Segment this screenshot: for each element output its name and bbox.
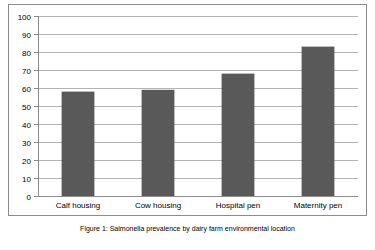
tick-mark xyxy=(34,142,38,143)
tick-mark xyxy=(34,106,38,107)
bar xyxy=(62,92,95,196)
bar xyxy=(142,90,175,196)
chart-svg: 0 10 20 30 40 50 60 70 80 90 100 Calf housing Cow ho… xyxy=(0,0,375,250)
grid-line xyxy=(38,34,358,35)
tick-mark xyxy=(34,196,38,197)
marks xyxy=(62,47,335,196)
chart-title: Figure 1: Salmonella prevalence by dairy… xyxy=(80,225,295,233)
grid-line xyxy=(38,16,358,17)
bar xyxy=(302,47,335,196)
category-label: Maternity pen xyxy=(294,201,342,210)
tick-mark xyxy=(34,52,38,53)
tick-label: 20 xyxy=(22,157,31,166)
tick-mark xyxy=(34,160,38,161)
chart-frame xyxy=(9,5,367,216)
tick-label: 70 xyxy=(22,67,31,76)
tick-mark xyxy=(34,178,38,179)
chart-container: 0 10 20 30 40 50 60 70 80 90 100 Calf housing Cow ho… xyxy=(0,0,375,250)
tick-label: 10 xyxy=(22,175,31,184)
tick-mark xyxy=(34,16,38,17)
category-label: Hospital pen xyxy=(216,201,260,210)
tick-label: 60 xyxy=(22,85,31,94)
tick-label: 40 xyxy=(22,121,31,130)
grid-line xyxy=(38,196,358,197)
tick-label: 50 xyxy=(22,103,31,112)
tick-mark xyxy=(34,34,38,35)
tick-label: 90 xyxy=(22,31,31,40)
tick-label: 30 xyxy=(22,139,31,148)
y-axis xyxy=(38,16,39,196)
tick-label: 100 xyxy=(18,13,32,22)
tick-mark xyxy=(34,70,38,71)
tick-label: 80 xyxy=(22,49,31,58)
tick-mark xyxy=(34,88,38,89)
tick-label: 0 xyxy=(27,193,32,202)
category-label: Calf housing xyxy=(56,201,100,210)
bar xyxy=(222,74,255,196)
category-label: Cow housing xyxy=(135,201,181,210)
tick-mark xyxy=(34,124,38,125)
x-axis xyxy=(38,196,358,197)
